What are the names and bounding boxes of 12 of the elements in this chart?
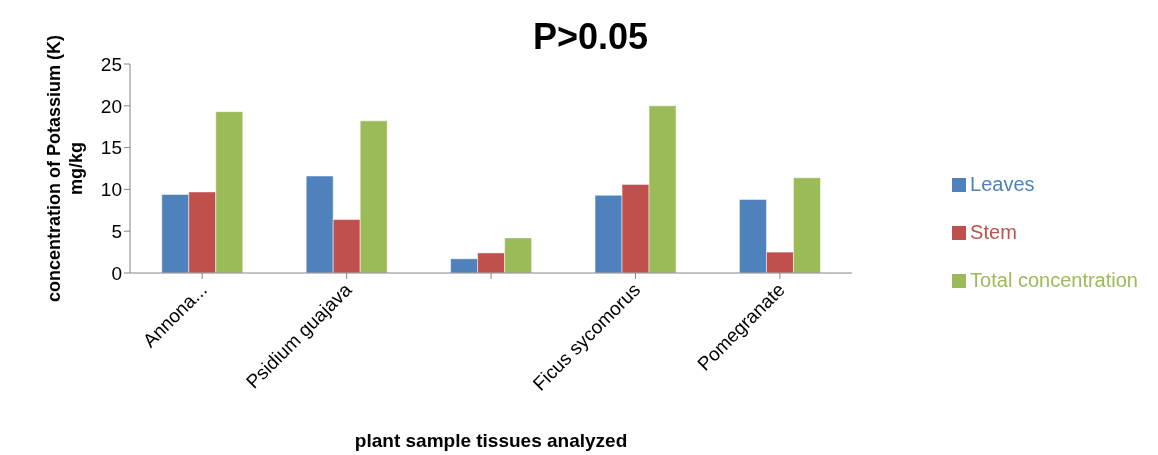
y-tick-label: 10 bbox=[100, 179, 122, 201]
legend-label: Leaves bbox=[970, 172, 1035, 195]
y-tick-label: 25 bbox=[100, 53, 122, 75]
legend-label: Total concentration bbox=[970, 268, 1138, 291]
y-tick-label: 5 bbox=[111, 220, 122, 242]
chart-title: P>0.05 bbox=[532, 16, 649, 57]
x-axis-title: plant sample tissues analyzed bbox=[354, 430, 628, 451]
y-axis-title: concentration of Potassium (K) mg/kg bbox=[44, 34, 86, 303]
y-tick-label: 20 bbox=[100, 95, 122, 117]
y-tick-label: 15 bbox=[100, 137, 122, 159]
legend-label: Stem bbox=[970, 220, 1017, 243]
y-tick-label: 0 bbox=[111, 262, 122, 284]
